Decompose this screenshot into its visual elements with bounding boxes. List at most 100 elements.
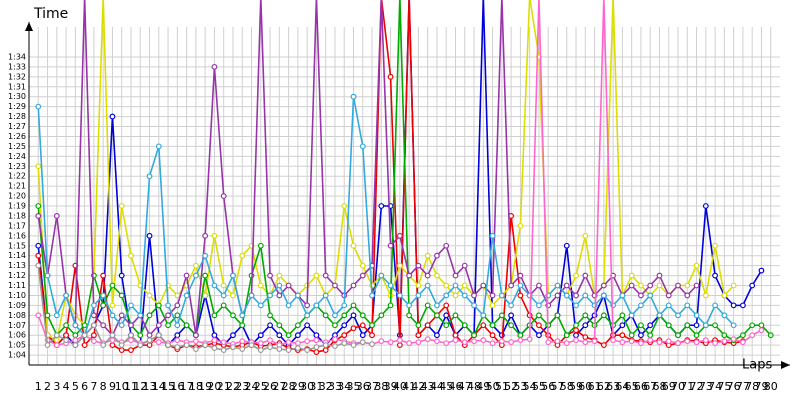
point (350, 312, 357, 319)
point (174, 302, 181, 309)
point (72, 332, 79, 339)
point (702, 203, 709, 209)
point (471, 332, 477, 339)
point (424, 336, 431, 343)
point (461, 339, 468, 346)
point (767, 332, 774, 339)
x-tick-label: 7 (90, 380, 97, 393)
point (109, 282, 116, 289)
point (257, 242, 264, 249)
x-tick-label: 37 (365, 380, 379, 393)
point (749, 332, 756, 339)
point (220, 347, 227, 353)
x-tick-label: 52 (504, 380, 518, 393)
y-tick-label: 1:21 (8, 182, 26, 191)
point (406, 340, 413, 347)
point (712, 242, 718, 249)
point (573, 322, 579, 329)
point (424, 272, 431, 279)
point (415, 262, 422, 269)
point (536, 332, 542, 339)
x-tick-label: 43 (421, 380, 435, 393)
point (109, 302, 116, 309)
point (109, 332, 116, 339)
x-axis-arrow (781, 361, 790, 369)
point (517, 272, 524, 279)
point (165, 322, 171, 329)
point (146, 292, 153, 299)
point (350, 325, 357, 332)
point (693, 339, 700, 346)
point (758, 327, 765, 334)
x-tick-label: 44 (430, 380, 444, 393)
point (563, 340, 570, 347)
point (350, 282, 357, 289)
point (517, 292, 524, 299)
point (628, 272, 635, 279)
point (100, 302, 107, 309)
point (443, 302, 450, 309)
point (749, 282, 756, 289)
point (573, 337, 579, 344)
point (267, 292, 273, 299)
point (359, 312, 366, 319)
x-tick-label: 9 (109, 380, 116, 393)
point (684, 302, 691, 309)
point (369, 332, 375, 339)
x-tick-label: 29 (291, 380, 305, 393)
point (489, 322, 496, 329)
point (91, 302, 97, 309)
x-tick-label: 57 (550, 380, 564, 393)
point (480, 322, 487, 329)
y-tick-label: 1:33 (8, 62, 26, 71)
point (554, 292, 561, 299)
point (313, 344, 320, 351)
y-tick-label: 1:15 (8, 241, 26, 250)
x-tick-label: 18 (189, 380, 203, 393)
point (415, 339, 422, 346)
point (730, 282, 737, 289)
point (554, 282, 561, 289)
point (276, 292, 283, 299)
point (53, 337, 60, 344)
point (480, 312, 487, 319)
point (174, 337, 181, 344)
point (443, 282, 450, 289)
x-tick-label: 8 (100, 380, 107, 393)
point (508, 322, 515, 329)
point (211, 232, 218, 239)
x-tick-label: 42 (411, 380, 425, 393)
x-tick-label: 65 (625, 380, 639, 393)
x-tick-label: 53 (513, 380, 527, 393)
x-tick-label: 24 (245, 380, 259, 393)
x-tick-label: 31 (309, 380, 323, 393)
x-tick-label: 55 (532, 380, 546, 393)
point (628, 312, 635, 319)
x-tick-label: 34 (337, 380, 351, 393)
point (721, 338, 728, 345)
x-tick-label: 20 (207, 380, 221, 393)
point (91, 322, 97, 329)
point (155, 302, 162, 309)
point (118, 292, 125, 299)
point (573, 332, 579, 339)
point (563, 242, 570, 249)
plot-area (35, 0, 774, 355)
point (712, 340, 718, 347)
point (267, 344, 273, 351)
point (396, 232, 403, 239)
point (128, 337, 134, 344)
point (313, 302, 320, 309)
point (378, 338, 385, 345)
point (638, 340, 644, 347)
x-tick-label: 41 (402, 380, 416, 393)
point (257, 347, 264, 353)
point (740, 339, 746, 346)
point (267, 312, 273, 319)
point (452, 272, 459, 279)
point (285, 282, 292, 289)
point (378, 272, 385, 279)
point (128, 252, 134, 259)
x-tick-label: 54 (523, 380, 537, 393)
point (600, 312, 607, 319)
